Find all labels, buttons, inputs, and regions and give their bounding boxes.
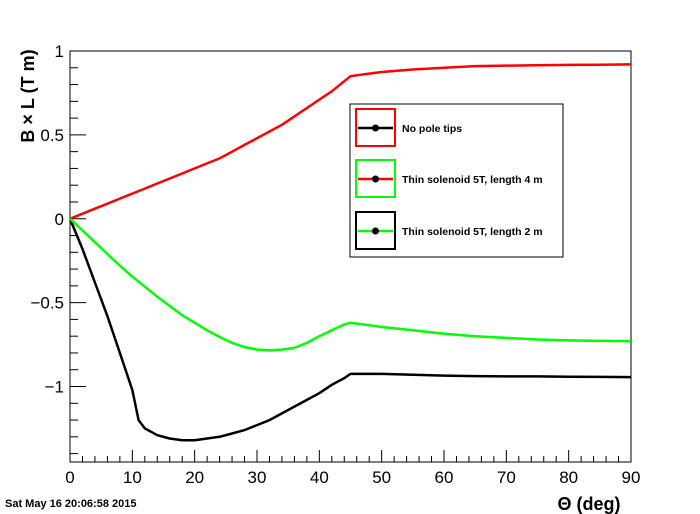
x-axis: 0 10 20 30 40 50 60 70 80 90 — [65, 450, 640, 487]
legend-label: Thin solenoid 5T, length 2 m — [402, 226, 543, 238]
x-tick-label: 20 — [185, 468, 204, 487]
x-tick-label: 0 — [65, 468, 74, 487]
legend-label: Thin solenoid 5T, length 4 m — [402, 174, 543, 186]
x-tick-label: 40 — [310, 468, 329, 487]
series-line-1 — [69, 63, 632, 220]
y-tick-label: 1 — [55, 42, 64, 61]
x-tick-label: 70 — [497, 468, 516, 487]
legend-swatch-box — [355, 211, 396, 250]
x-tick-label: 50 — [372, 468, 391, 487]
legend-marker — [372, 124, 379, 132]
legend-label: No pole tips — [402, 123, 462, 135]
x-tick-label: 30 — [248, 468, 267, 487]
y-tick-label: −1 — [45, 378, 64, 397]
y-axis: −1 −0.5 0 0.5 1 — [30, 42, 86, 455]
x-tick-label: 80 — [559, 468, 578, 487]
legend-marker — [372, 175, 379, 183]
legend: No pole tips Thin solenoid 5T, length 4 m… — [349, 103, 564, 258]
series-line-0 — [68, 218, 632, 442]
series-layer — [68, 63, 632, 442]
y-tick-label: −0.5 — [30, 294, 64, 313]
y-axis-title: B × L (T m) — [18, 49, 38, 142]
x-axis-title: Θ (deg) — [558, 494, 621, 514]
plot-frame — [69, 50, 632, 463]
y-tick-label: 0.5 — [40, 126, 64, 145]
series-line-2 — [69, 217, 632, 352]
x-tick-label: 10 — [123, 468, 142, 487]
y-tick-label: 0 — [55, 210, 64, 229]
x-tick-label: 90 — [622, 468, 641, 487]
legend-swatch-box — [355, 108, 396, 147]
timestamp: Sat May 16 20:06:58 2015 — [5, 498, 136, 510]
legend-swatch-box — [355, 159, 396, 198]
legend-marker — [372, 227, 379, 235]
x-tick-label: 60 — [435, 468, 454, 487]
